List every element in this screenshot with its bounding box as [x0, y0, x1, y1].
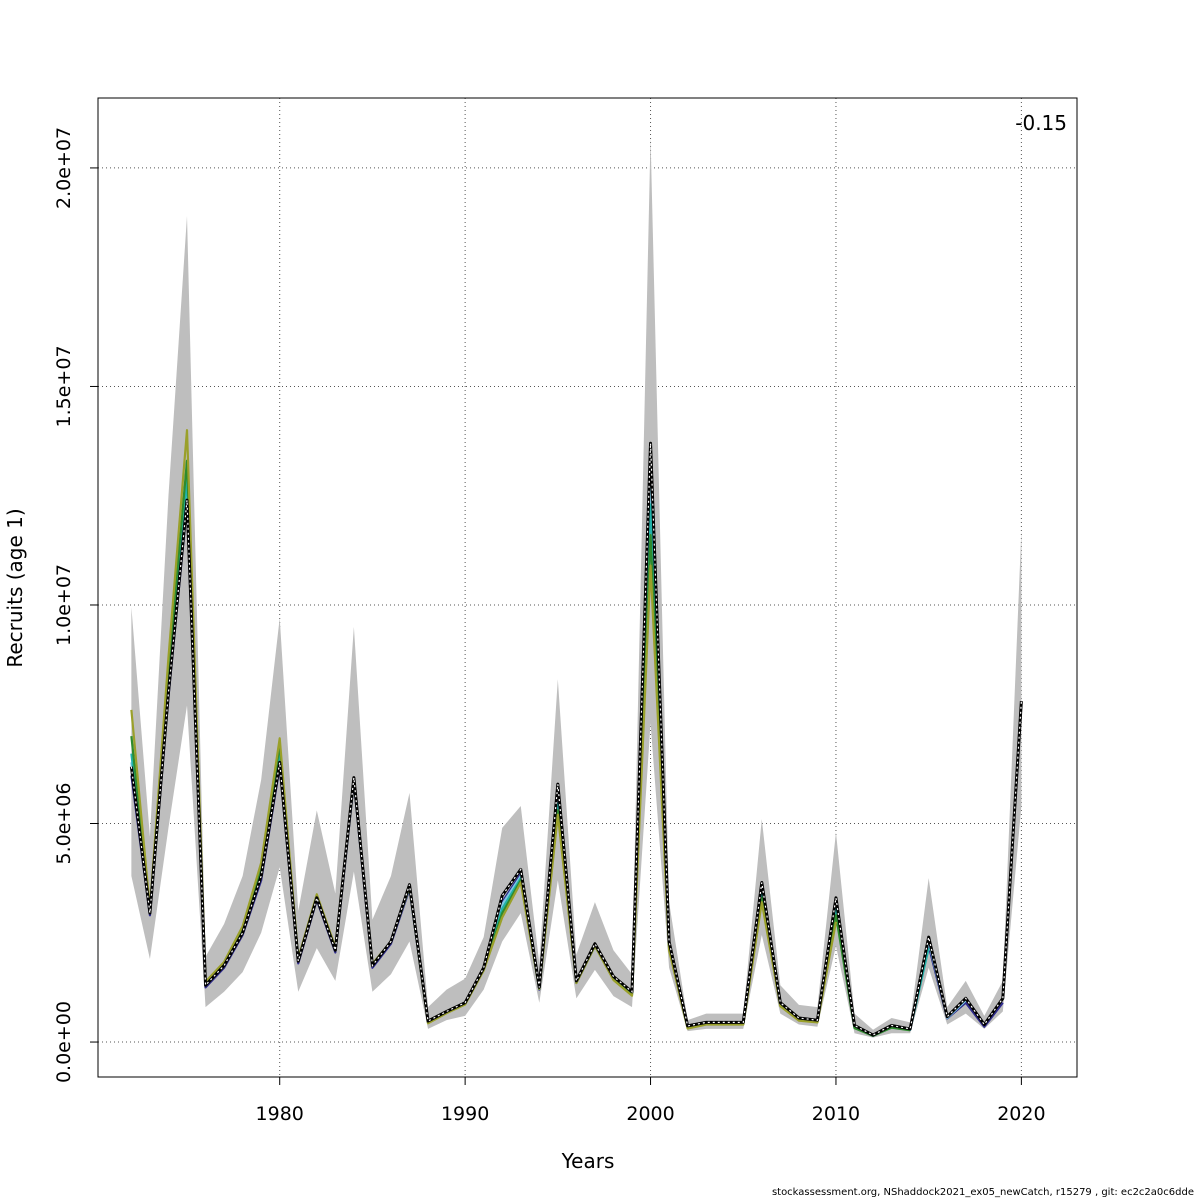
- corner-label: -0.15: [1015, 111, 1067, 135]
- y-tick-label: 0.0e+00: [53, 1001, 75, 1083]
- series-line-reference-outline: [129, 441, 1023, 1037]
- y-axis-title: Recruits (age 1): [3, 508, 27, 667]
- confidence-band: [131, 137, 1022, 1038]
- x-tick-label: 2020: [997, 1103, 1045, 1125]
- x-axis-title: Years: [561, 1149, 615, 1173]
- x-tick-label: 2010: [812, 1103, 860, 1125]
- footer-caption: stockassessment.org, NShaddock2021_ex05_…: [771, 1187, 1194, 1198]
- x-axis: 1980 1990 2000 2010 2020: [256, 1077, 1046, 1125]
- series-line: [130, 459, 1004, 1038]
- series-lines: [129, 429, 1023, 1038]
- y-tick-label: 1.0e+07: [53, 564, 75, 646]
- plot-frame: [97, 97, 1078, 1078]
- x-tick-label: 2000: [626, 1103, 674, 1125]
- y-tick-label: 1.5e+07: [53, 345, 75, 427]
- y-tick-label: 2.0e+07: [53, 127, 75, 209]
- x-tick-label: 1990: [441, 1103, 489, 1125]
- y-axis: 0.0e+00 5.0e+06 1.0e+07 1.5e+07 2.0e+07: [53, 127, 98, 1083]
- x-tick-label: 1980: [256, 1103, 304, 1125]
- series-line-reference-dash: [130, 443, 1022, 1036]
- confidence-band-area: [131, 137, 1022, 1038]
- y-tick-label: 5.0e+06: [53, 783, 75, 865]
